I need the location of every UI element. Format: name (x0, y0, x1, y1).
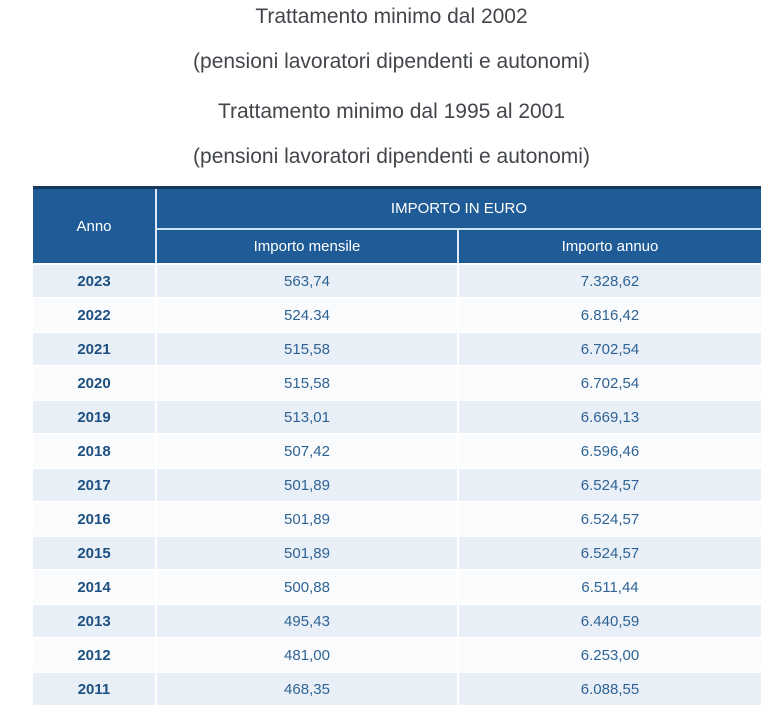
annual-amount-cell: 6.253,00 (459, 637, 761, 671)
monthly-amount-cell: 513,01 (157, 399, 459, 433)
col-header-importo-annuo: Importo annuo (459, 230, 761, 263)
table-row-2017: 2017 501,89 6.524,57 (33, 467, 761, 501)
annual-amount-cell: 6.669,13 (459, 399, 761, 433)
year-cell: 2016 (33, 501, 157, 535)
table-row-2023: 2023 563,74 7.328,62 (33, 263, 761, 297)
annual-amount-cell: 7.328,62 (459, 263, 761, 297)
annual-amount-cell: 6.702,54 (459, 365, 761, 399)
year-cell: 2012 (33, 637, 157, 671)
year-cell: 2011 (33, 671, 157, 705)
col-header-importo-mensile: Importo mensile (157, 230, 459, 263)
annual-amount-cell: 6.440,59 (459, 603, 761, 637)
monthly-amount-cell: 468,35 (157, 671, 459, 705)
col-header-anno: Anno (33, 189, 157, 263)
annual-amount-cell: 6.524,57 (459, 467, 761, 501)
monthly-amount-cell: 515,58 (157, 331, 459, 365)
monthly-amount-cell: 501,89 (157, 501, 459, 535)
page-subtitle-1995-2001: (pensioni lavoratori dipendenti e autono… (193, 145, 590, 168)
page-title-dal-2002: Trattamento minimo dal 2002 (255, 5, 528, 28)
monthly-amount-cell: 563,74 (157, 263, 459, 297)
year-cell: 2019 (33, 399, 157, 433)
annual-amount-cell: 6.702,54 (459, 331, 761, 365)
page-subtitle-dal-2002: (pensioni lavoratori dipendenti e autono… (193, 50, 590, 73)
monthly-amount-cell: 507,42 (157, 433, 459, 467)
year-cell: 2015 (33, 535, 157, 569)
annual-amount-cell: 6.524,57 (459, 501, 761, 535)
table-row-2015: 2015 501,89 6.524,57 (33, 535, 761, 569)
year-cell: 2017 (33, 467, 157, 501)
annual-amount-cell: 6.524,57 (459, 535, 761, 569)
annual-amount-cell: 6.511,44 (459, 569, 761, 603)
year-cell: 2018 (33, 433, 157, 467)
monthly-amount-cell: 501,89 (157, 467, 459, 501)
table-row-2014: 2014 500,88 6.511,44 (33, 569, 761, 603)
col-header-importo-in-euro: IMPORTO IN EURO (157, 189, 761, 230)
monthly-amount-cell: 495,43 (157, 603, 459, 637)
table-body: 2023 563,74 7.328,62 2022 524.34 6.816,4… (33, 263, 761, 705)
annual-amount-cell: 6.596,46 (459, 433, 761, 467)
year-cell: 2013 (33, 603, 157, 637)
table-row-2019: 2019 513,01 6.669,13 (33, 399, 761, 433)
page-title-1995-2001: Trattamento minimo dal 1995 al 2001 (217, 100, 566, 123)
table-header-row-sub: Importo mensile Importo annuo (33, 230, 761, 263)
table-row-2020: 2020 515,58 6.702,54 (33, 365, 761, 399)
table-row-2022: 2022 524.34 6.816,42 (33, 297, 761, 331)
table-row-2013: 2013 495,43 6.440,59 (33, 603, 761, 637)
year-cell: 2020 (33, 365, 157, 399)
monthly-amount-cell: 515,58 (157, 365, 459, 399)
table-header: Anno IMPORTO IN EURO Importo mensile Imp… (33, 189, 761, 263)
annual-amount-cell: 6.088,55 (459, 671, 761, 705)
table-row-2018: 2018 507,42 6.596,46 (33, 433, 761, 467)
page-titles: Trattamento minimo dal 2002 (pensioni la… (0, 4, 783, 170)
year-cell: 2014 (33, 569, 157, 603)
monthly-amount-cell: 481,00 (157, 637, 459, 671)
monthly-amount-cell: 501,89 (157, 535, 459, 569)
year-cell: 2023 (33, 263, 157, 297)
table-row-2016: 2016 501,89 6.524,57 (33, 501, 761, 535)
table-row-2021: 2021 515,58 6.702,54 (33, 331, 761, 365)
year-cell: 2022 (33, 297, 157, 331)
table-header-row-group: Anno IMPORTO IN EURO (33, 189, 761, 263)
table-row-2012: 2012 481,00 6.253,00 (33, 637, 761, 671)
year-cell: 2021 (33, 331, 157, 365)
annual-amount-cell: 6.816,42 (459, 297, 761, 331)
monthly-amount-cell: 524.34 (157, 297, 459, 331)
table-row-2011: 2011 468,35 6.088,55 (33, 671, 761, 705)
monthly-amount-cell: 500,88 (157, 569, 459, 603)
pension-minimum-table: Anno IMPORTO IN EURO Importo mensile Imp… (33, 186, 761, 705)
